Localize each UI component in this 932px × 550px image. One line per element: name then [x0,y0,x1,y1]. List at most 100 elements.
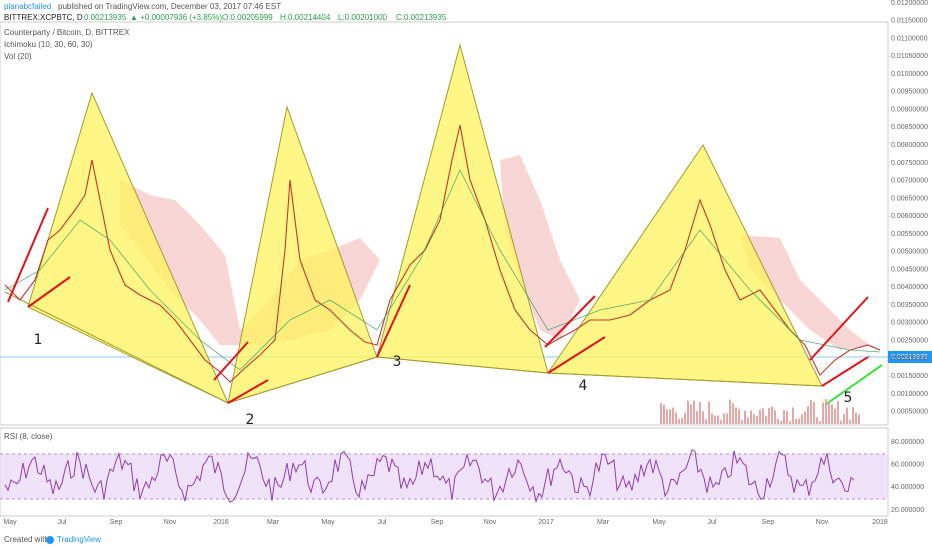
volume-bar [693,400,695,424]
pattern-label: 4 [579,378,588,394]
volume-bar [813,401,815,424]
volume-bar [702,411,704,424]
ichimoku-cloud [500,155,580,340]
volume-bar [744,410,746,424]
volume-bar [726,413,728,424]
time-axis-label: May [3,519,17,526]
volume-bar [849,419,851,424]
price-axis-label: 0.01200000 [891,0,928,7]
rsi-title: RSI (8, close) [4,432,53,441]
time-axis-label: Jul [58,519,67,526]
time-axis-label: May [652,519,666,526]
rsi-axis-label: 40.000000 [891,484,924,491]
time-axis-label: Mar [597,519,610,526]
volume-bar [753,414,755,424]
time-axis-label: Nov [484,519,497,526]
volume-bar [762,408,764,424]
rsi-axis-label: 80.000000 [891,439,924,446]
volume-bar [837,400,839,424]
footer-created: Created with [4,535,49,544]
price-axis-label: 0.01050000 [891,53,928,60]
time-axis-label: Sep [431,519,444,526]
volume-bar [675,412,677,424]
volume-bar [714,415,716,424]
volume-bar [828,402,830,424]
volume-bar [786,410,788,424]
volume-bar [804,411,806,424]
volume-bar [660,402,662,424]
price-axis-label: 0.00800000 [891,142,928,149]
price-axis-label: 0.00850000 [891,124,928,131]
volume-bar [735,407,737,424]
price-axis-label: 0.00350000 [891,302,928,309]
ichimoku-cloud [740,235,870,350]
volume-bar [717,415,719,424]
legend-ichimoku: Ichimoku (10, 30, 60, 30) [4,40,93,49]
price-axis-label: 0.00500000 [891,249,928,256]
author: planabcfailed [4,2,51,11]
footer-brand: TradingView [57,535,101,544]
rsi-line [4,449,855,504]
ichimoku-lines [4,169,881,371]
rsi-band [0,454,888,499]
volume-bar [777,418,779,424]
price-axis-label: 0.01150000 [891,18,928,25]
volume-bar [846,407,848,424]
time-axis-label: Nov [816,519,829,526]
volume-bar [663,404,665,424]
volume-bar [750,410,752,424]
volume-bar [708,401,710,424]
volume-bar [684,412,686,424]
current-price-tag [888,351,932,363]
price-axis-label: 0.00750000 [891,160,928,167]
volume-bar [741,419,743,424]
pattern-label: 3 [393,354,402,370]
price-axis-label: 0.00150000 [891,373,928,380]
volume-bar [825,399,827,424]
price-axis-label: 0.00950000 [891,89,928,96]
volume-bar [843,414,845,424]
volume-bar [834,408,836,424]
volume-bar [822,402,824,424]
volume-bar [783,410,785,424]
volume-bar [765,416,767,424]
time-axis-label: Sep [110,519,123,526]
time-axis-label: 2018 [872,519,888,526]
volume-bar [810,399,812,424]
volume-bar [699,401,701,424]
volume-bar [771,406,773,424]
volume-bar [831,404,833,424]
volume-bar [840,420,842,424]
price-axis-label: 0.00600000 [891,213,928,220]
price-axis-label: 0.00250000 [891,337,928,344]
volume-bar [807,406,809,424]
volume-bar [666,409,668,424]
published: published on TradingView.com, December 0… [58,2,281,11]
volume-bar [723,413,725,424]
price-axis-label: 0.00650000 [891,195,928,202]
volume-bar [852,407,854,424]
volume-bar [768,408,770,424]
volume-bar [672,407,674,424]
symbol: BITTREX:XCPBTC, D [4,13,83,22]
current-price: 0.00213935 [891,354,928,361]
volume-bar [858,414,860,424]
price-axis-label: 0.00450000 [891,266,928,273]
time-axis-label: Nov [164,519,177,526]
time-axis-label: Sep [762,519,775,526]
volume-bars [660,399,860,424]
trend-lines [7,207,869,404]
volume-bar [687,400,689,424]
volume-bar [678,419,680,424]
time-axis-label: Jul [378,519,387,526]
price-axis-label: 0.01000000 [891,71,928,78]
price-series [4,124,881,383]
rsi-axis-label: 60.000000 [891,462,924,469]
volume-bar [819,420,821,424]
volume-bar [789,420,791,424]
ohlc: O:0.00205999 [222,13,273,22]
price-axis-label: 0.00100000 [891,391,928,398]
volume-bar [756,415,758,424]
pattern-label: 1 [34,332,43,348]
